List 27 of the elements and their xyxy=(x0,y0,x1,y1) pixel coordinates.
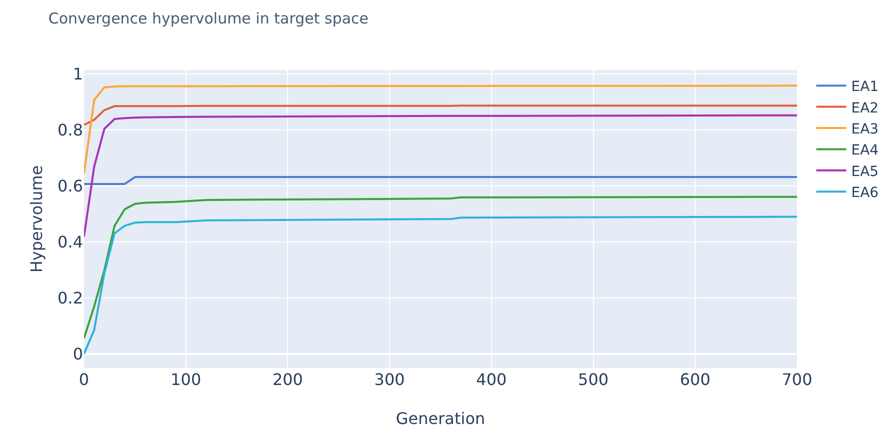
y-tick-label: 0.4 xyxy=(58,232,83,252)
y-tick-label: 0.6 xyxy=(58,176,83,196)
legend-label: EA1 xyxy=(851,79,879,96)
legend-label: EA2 xyxy=(851,100,879,116)
x-tick-label: 300 xyxy=(374,370,405,389)
x-tick-label: 200 xyxy=(272,370,303,389)
y-axis-title: Hypervolume xyxy=(27,165,46,273)
y-tick-label: 0.8 xyxy=(58,120,83,140)
x-tick-label: 100 xyxy=(170,370,202,389)
x-tick-label: 400 xyxy=(476,370,507,389)
chart-title: Convergence hypervolume in target space xyxy=(48,9,369,28)
line-series xyxy=(84,114,797,238)
legend-label: EA4 xyxy=(851,142,879,159)
legend-label: EA5 xyxy=(851,164,879,180)
line-series xyxy=(84,196,797,340)
x-tick-label: 500 xyxy=(578,370,609,389)
legend-label: EA6 xyxy=(851,185,879,202)
y-tick-label: 0.2 xyxy=(58,288,83,308)
x-tick-label: 600 xyxy=(680,370,710,389)
y-tick-label: 1 xyxy=(72,64,83,84)
y-tick-label: 0 xyxy=(72,344,83,364)
line-series xyxy=(84,216,797,355)
x-tick-label: 700 xyxy=(782,370,812,389)
line-series xyxy=(84,104,797,126)
x-axis-title: Generation xyxy=(396,409,486,428)
legend-label: EA3 xyxy=(851,121,879,138)
line-series xyxy=(84,84,797,174)
